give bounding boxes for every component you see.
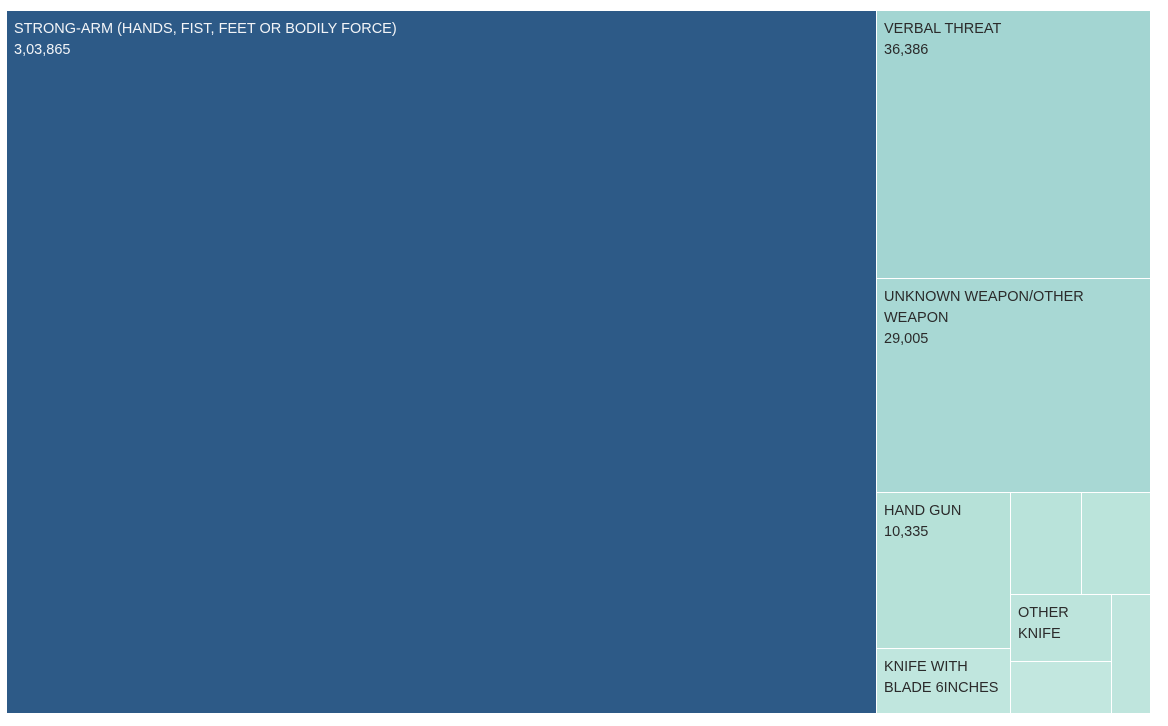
tile-knife-with-blade[interactable]: KNIFE WITH BLADE 6INCHES [877,649,1011,714]
tile-verbal-threat-text: VERBAL THREAT 36,386 [884,19,1144,61]
tile-other-knife[interactable]: OTHER KNIFE [1011,595,1112,662]
tile-knife-with-blade-text: KNIFE WITH BLADE 6INCHES [884,657,1004,699]
tile-strong-arm-label: STRONG-ARM (HANDS, FIST, FEET OR BODILY … [14,21,397,37]
tile-unlabeled-a[interactable] [1011,493,1082,595]
tile-hand-gun-text: HAND GUN 10,335 [884,501,1004,543]
tile-unknown-weapon-value: 29,005 [884,331,929,347]
tile-strong-arm-text: STRONG-ARM (HANDS, FIST, FEET OR BODILY … [14,19,870,61]
tile-verbal-threat-label: VERBAL THREAT [884,21,1002,37]
tile-verbal-threat-value: 36,386 [884,42,929,58]
tile-strong-arm-value: 3,03,865 [14,42,71,58]
tile-unlabeled-c[interactable] [1112,595,1151,714]
tile-verbal-threat[interactable]: VERBAL THREAT 36,386 [877,11,1151,279]
tile-other-knife-label: OTHER KNIFE [1018,605,1069,642]
tile-unknown-weapon-text: UNKNOWN WEAPON/OTHER WEAPON 29,005 [884,287,1144,350]
tile-hand-gun-label: HAND GUN [884,503,962,519]
tile-hand-gun[interactable]: HAND GUN 10,335 [877,493,1011,649]
tile-unknown-weapon-label: UNKNOWN WEAPON/OTHER WEAPON [884,289,1084,326]
tile-unlabeled-b[interactable] [1082,493,1151,595]
tile-hand-gun-value: 10,335 [884,524,929,540]
tile-unlabeled-d[interactable] [1011,662,1112,714]
tile-unknown-weapon[interactable]: UNKNOWN WEAPON/OTHER WEAPON 29,005 [877,279,1151,493]
tile-strong-arm[interactable]: STRONG-ARM (HANDS, FIST, FEET OR BODILY … [7,11,877,714]
tile-other-knife-text: OTHER KNIFE [1018,603,1105,645]
tile-knife-with-blade-label: KNIFE WITH BLADE 6INCHES [884,659,999,696]
